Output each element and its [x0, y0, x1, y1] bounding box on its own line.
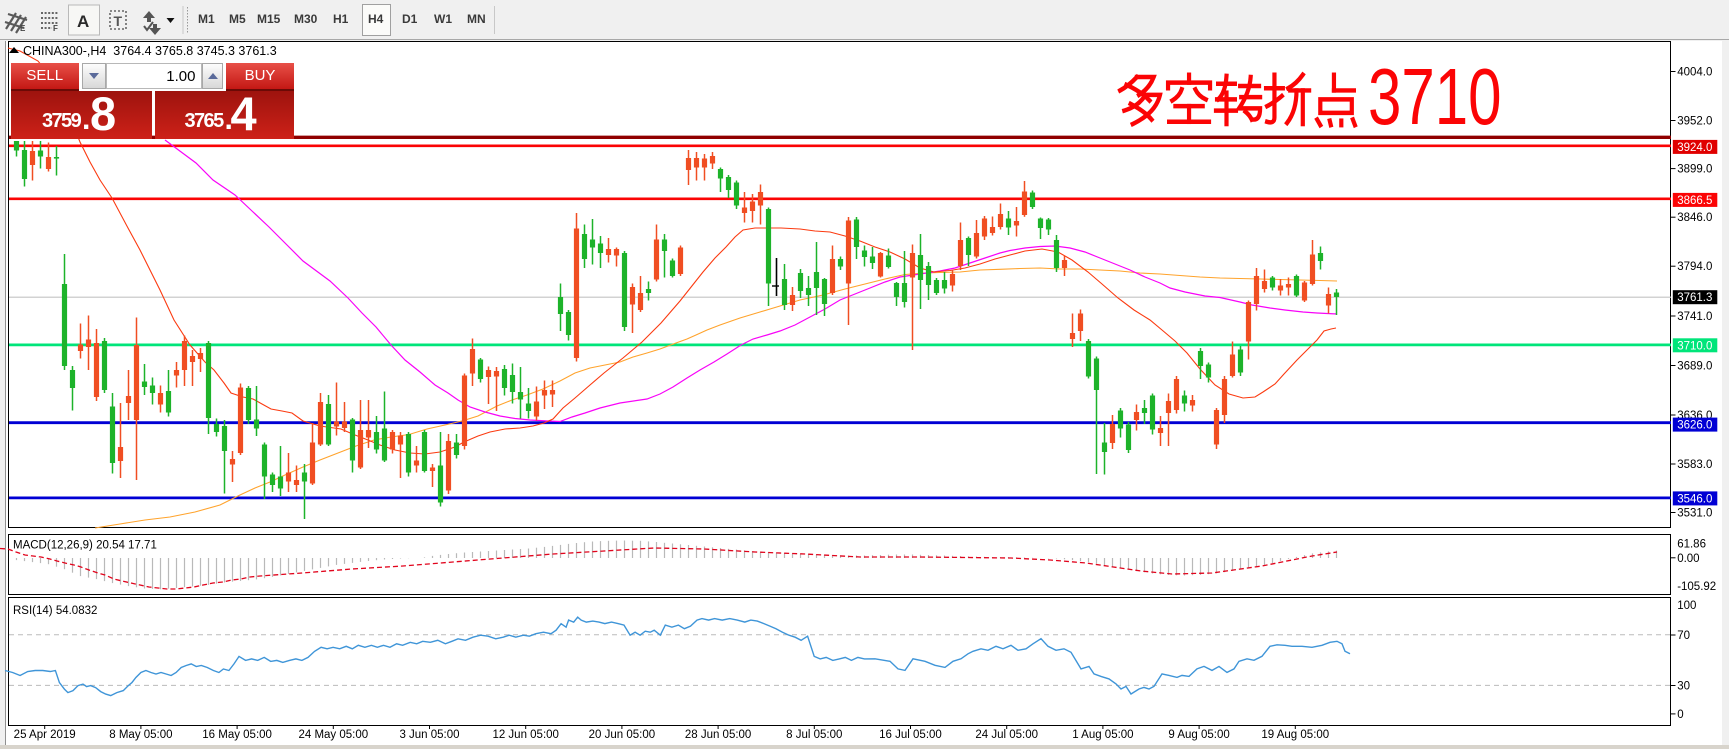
svg-text:19 Aug 05:00: 19 Aug 05:00: [1261, 729, 1329, 741]
svg-text:-105.92: -105.92: [1677, 581, 1716, 593]
svg-text:3689.0: 3689.0: [1677, 361, 1712, 373]
svg-text:MACD(12,26,9) 20.54 17.71: MACD(12,26,9) 20.54 17.71: [13, 540, 157, 552]
svg-text:T: T: [114, 13, 123, 29]
svg-text:8 Jul 05:00: 8 Jul 05:00: [786, 729, 842, 741]
svg-text:25 Apr 2019: 25 Apr 2019: [14, 729, 76, 741]
svg-text:70: 70: [1677, 630, 1690, 642]
svg-text:3924.0: 3924.0: [1677, 142, 1712, 154]
svg-text:E: E: [20, 24, 26, 33]
svg-text:30: 30: [1677, 681, 1690, 693]
svg-text:24 May 05:00: 24 May 05:00: [298, 729, 368, 741]
svg-text:3710: 3710: [1368, 52, 1501, 141]
svg-text:RSI(14) 54.0832: RSI(14) 54.0832: [13, 605, 97, 617]
svg-text:3546.0: 3546.0: [1677, 493, 1712, 505]
svg-text:CHINA300-,H4 3764.4 3765.8 37: CHINA300-,H4 3764.4 3765.8 3745.3 3761.3: [23, 44, 277, 58]
svg-text:16 Jul 05:00: 16 Jul 05:00: [879, 729, 942, 741]
svg-text:0.00: 0.00: [1677, 553, 1699, 565]
svg-text:8 May 05:00: 8 May 05:00: [109, 729, 172, 741]
svg-text:24 Jul 05:00: 24 Jul 05:00: [975, 729, 1038, 741]
svg-text:3710.0: 3710.0: [1677, 340, 1712, 352]
svg-text:100: 100: [1677, 600, 1696, 612]
svg-text:3531.0: 3531.0: [1677, 508, 1712, 520]
svg-text:16 May 05:00: 16 May 05:00: [202, 729, 272, 741]
svg-text:3583.0: 3583.0: [1677, 459, 1712, 471]
svg-text:12 Jun 05:00: 12 Jun 05:00: [492, 729, 559, 741]
svg-text:3866.5: 3866.5: [1677, 195, 1712, 207]
svg-text:3846.0: 3846.0: [1677, 212, 1712, 224]
svg-text:4004.0: 4004.0: [1677, 67, 1712, 79]
svg-text:1 Aug 05:00: 1 Aug 05:00: [1072, 729, 1133, 741]
svg-text:3 Jun 05:00: 3 Jun 05:00: [399, 729, 459, 741]
svg-text:3899.0: 3899.0: [1677, 164, 1712, 176]
svg-text:28 Jun 05:00: 28 Jun 05:00: [685, 729, 752, 741]
svg-text:0: 0: [1677, 709, 1683, 721]
svg-text:61.86: 61.86: [1677, 539, 1706, 551]
svg-text:3952.0: 3952.0: [1677, 116, 1712, 128]
svg-text:3794.0: 3794.0: [1677, 261, 1712, 273]
svg-text:3626.0: 3626.0: [1677, 420, 1712, 432]
svg-text:3741.0: 3741.0: [1677, 311, 1712, 323]
svg-text:20 Jun 05:00: 20 Jun 05:00: [589, 729, 656, 741]
svg-text:9 Aug 05:00: 9 Aug 05:00: [1168, 729, 1229, 741]
svg-text:A: A: [77, 12, 89, 31]
svg-text:3761.3: 3761.3: [1677, 292, 1712, 304]
svg-text:F: F: [53, 24, 58, 33]
